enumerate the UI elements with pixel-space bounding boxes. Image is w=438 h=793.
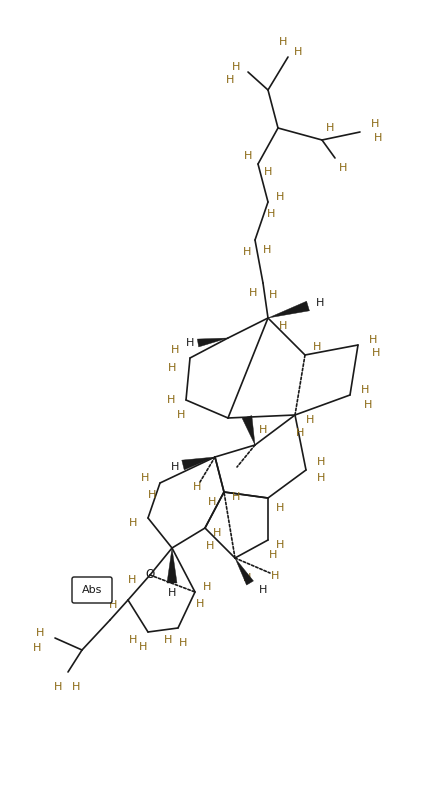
Text: H: H (371, 119, 379, 129)
Text: H: H (374, 133, 382, 143)
Text: H: H (271, 571, 279, 581)
Text: H: H (171, 345, 179, 355)
Text: H: H (372, 348, 380, 358)
Polygon shape (198, 338, 228, 347)
Text: H: H (276, 192, 284, 202)
Text: H: H (279, 321, 287, 331)
Text: H: H (269, 550, 277, 560)
Text: H: H (276, 540, 284, 550)
Text: H: H (72, 682, 80, 692)
Text: H: H (326, 123, 334, 133)
Text: H: H (54, 682, 62, 692)
Text: H: H (244, 151, 252, 161)
Text: H: H (167, 395, 175, 405)
Text: H: H (339, 163, 347, 173)
Text: H: H (177, 410, 185, 420)
Text: H: H (168, 363, 176, 373)
Text: H: H (129, 518, 137, 528)
Text: H: H (208, 497, 216, 507)
FancyBboxPatch shape (72, 577, 112, 603)
Text: H: H (129, 635, 137, 645)
Polygon shape (235, 558, 254, 585)
Text: H: H (109, 600, 117, 610)
Text: H: H (139, 642, 147, 652)
Text: H: H (369, 335, 377, 345)
Text: H: H (269, 290, 277, 300)
Text: H: H (296, 428, 304, 438)
Text: H: H (263, 245, 271, 255)
Text: H: H (193, 482, 201, 492)
Text: Abs: Abs (82, 585, 102, 595)
Text: H: H (186, 338, 194, 348)
Text: H: H (306, 415, 314, 425)
Text: H: H (316, 298, 324, 308)
Text: H: H (179, 638, 187, 648)
Polygon shape (182, 457, 215, 469)
Text: H: H (196, 599, 204, 609)
Text: H: H (249, 288, 257, 298)
Text: H: H (141, 473, 149, 483)
Text: H: H (36, 628, 44, 638)
Text: H: H (213, 528, 221, 538)
Text: H: H (276, 503, 284, 513)
Text: H: H (267, 209, 275, 219)
Text: H: H (232, 492, 240, 502)
Text: H: H (203, 582, 211, 592)
Text: H: H (128, 575, 136, 585)
Text: H: H (294, 47, 302, 57)
Text: H: H (364, 400, 372, 410)
Text: H: H (164, 635, 172, 645)
Text: H: H (232, 62, 240, 72)
Text: H: H (279, 37, 287, 47)
Text: H: H (206, 541, 214, 551)
Text: O: O (145, 569, 155, 581)
Polygon shape (268, 301, 309, 318)
Text: H: H (259, 585, 267, 595)
Text: H: H (361, 385, 369, 395)
Text: H: H (264, 167, 272, 177)
Text: H: H (171, 462, 179, 472)
Text: H: H (168, 588, 176, 598)
Text: H: H (243, 247, 251, 257)
Text: H: H (226, 75, 234, 85)
Text: H: H (148, 490, 156, 500)
Text: H: H (317, 457, 325, 467)
Text: H: H (317, 473, 325, 483)
Polygon shape (167, 548, 177, 583)
Text: H: H (313, 342, 321, 352)
Polygon shape (242, 416, 255, 445)
Text: H: H (243, 573, 251, 583)
Text: H: H (33, 643, 41, 653)
Text: H: H (259, 425, 267, 435)
